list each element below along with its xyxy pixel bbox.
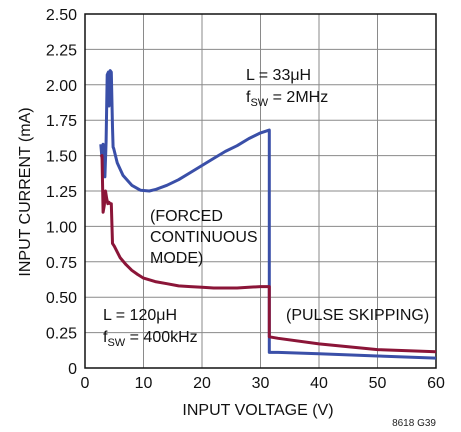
y-axis-title: INPUT CURRENT (mA) [17,107,34,276]
annotation-33uh-line2: fSW = 2MHz [246,89,328,109]
annotation-forced-line3: MODE) [150,250,203,267]
y-tick-label: 1.75 [46,113,77,130]
annotation-forced-line2: CONTINUOUS [150,229,258,246]
y-tick-label: 0.25 [46,326,77,343]
annotation-120uh-line2: fSW = 400kHz [103,329,198,349]
y-tick-label: 1.25 [46,184,77,201]
y-tick-label: 0.75 [46,255,77,272]
y-tick-label: 1.50 [46,149,77,166]
y-tick-label: 0.50 [46,290,77,307]
x-tick-label: 30 [252,375,270,392]
annotation-forced-line1: (FORCED [150,208,223,225]
plot-frame [84,13,437,369]
x-tick-label: 40 [310,375,328,392]
x-tick-label: 20 [193,375,211,392]
x-tick-label: 50 [369,375,387,392]
x-axis-title: INPUT VOLTAGE (V) [182,402,333,419]
annotation-120uh-line1: L = 120μH [103,307,177,324]
annotation-pulse-skipping: (PULSE SKIPPING) [286,307,429,324]
figure-id: 8618 G39 [392,418,436,429]
series-line-120uh [99,154,437,354]
x-tick-labels: 0 10 20 30 40 50 60 [81,375,445,392]
annotation-33uh-line1: L = 33μH [246,67,311,84]
y-tick-label: 0 [68,361,77,378]
y-tick-label: 2.50 [46,7,77,24]
series-layer [99,69,437,360]
annotation-33uh: L = 33μH fSW = 2MHz [246,67,328,109]
y-tick-label: 1.00 [46,219,77,236]
y-tick-label: 2.25 [46,42,77,59]
series-line-33uh [99,69,437,360]
x-tick-label: 0 [81,375,90,392]
x-tick-label: 10 [135,375,153,392]
y-tick-label: 2.00 [46,78,77,95]
x-tick-label: 60 [427,375,445,392]
annotation-forced-continuous: (FORCED CONTINUOUS MODE) [150,208,258,267]
y-tick-labels: 0 0.25 0.50 0.75 1.00 1.25 1.50 1.75 2.00 2.25 2.5… [46,7,77,378]
annotation-120uh: L = 120μH fSW = 400kHz [103,307,198,349]
